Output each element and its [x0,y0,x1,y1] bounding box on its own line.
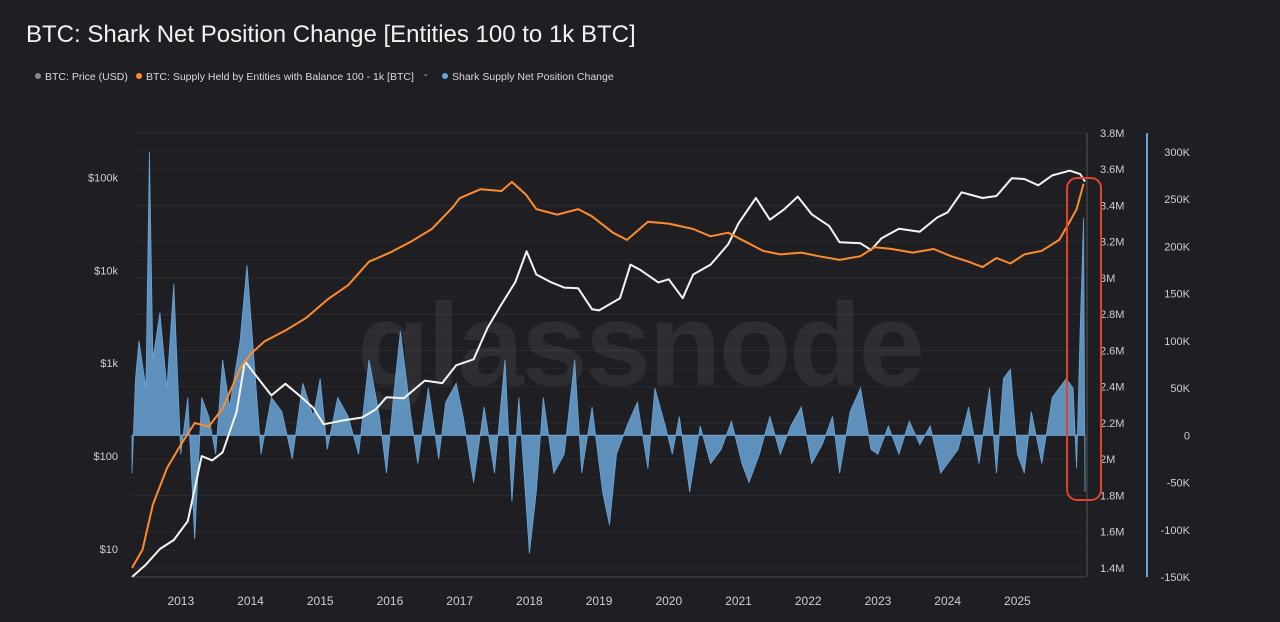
x-axis-tick-label: 2025 [1004,594,1031,608]
supply-axis-tick-label: 3.2M [1100,237,1124,249]
x-axis-tick-label: 2013 [167,594,194,608]
supply-axis-tick-label: 1.6M [1100,527,1124,539]
price-axis-tick-label: $100k [88,172,118,184]
supply-axis-tick-label: 2M [1100,454,1115,466]
price-axis-tick-label: $10k [94,265,118,277]
net-position-area [131,151,1086,554]
annotation-layer [1066,177,1102,501]
supply-axis-tick-label: 3M [1100,273,1115,285]
x-axis-tick-label: 2017 [446,594,473,608]
change-axis-tick-label: 250K [1164,194,1190,206]
supply-axis-tick-label: 2.4M [1100,382,1124,394]
supply-line [131,180,1085,569]
change-axis-tick-label: 0 [1184,430,1190,442]
x-axis-tick-label: 2020 [655,594,682,608]
supply-axis-tick-label: 1.8M [1100,490,1124,502]
watermark: glassnode [357,279,923,411]
x-axis-tick-label: 2022 [795,594,822,608]
net-position-change-area [131,151,1086,554]
legend-label-supply: BTC: Supply Held by Entities with Balanc… [146,71,414,83]
price-axis-tick-label: $10 [100,544,118,556]
series-lines [131,169,1086,578]
change-axis-tick-label: 100K [1164,336,1190,348]
x-axis-tick-label: 2018 [516,594,543,608]
legend-label-price: BTC: Price (USD) [45,71,128,83]
x-axis-tick-label: 2023 [865,594,892,608]
legend-swatch-supply [136,73,142,79]
x-axis-tick-label: 2015 [307,594,334,608]
price-axis-tick-label: $100 [94,451,118,463]
change-axis-tick-label: -150K [1161,572,1191,584]
supply-axis-tick-label: 3.4M [1100,200,1124,212]
legend-label-change: Shark Supply Net Position Change [452,71,614,83]
supply-axis-tick-label: 3.6M [1100,164,1124,176]
supply-axis-tick-label: 2.2M [1100,418,1124,430]
supply-axis-tick-label: 2.6M [1100,345,1124,357]
change-axis-tick-label: -50K [1167,478,1191,490]
x-axis-tick-label: 2019 [586,594,613,608]
price-line [131,169,1086,578]
change-axis-tick-label: 300K [1164,147,1190,159]
x-axis-tick-label: 2021 [725,594,752,608]
legend-swatch-change [442,73,448,79]
x-axis-tick-label: 2024 [934,594,961,608]
x-axis-tick-label: 2014 [237,594,264,608]
change-axis-tick-label: 50K [1170,383,1190,395]
x-axis-tick-label: 2016 [377,594,404,608]
change-axis-tick-label: 150K [1164,289,1190,301]
legend: BTC: Price (USD) BTC: Supply Held by Ent… [35,69,614,83]
supply-axis-tick-label: 3.8M [1100,128,1124,140]
supply-axis-tick-label: 1.4M [1100,563,1124,575]
axes: $10 $100 $1k $10k $100k 1.4M 1.6M 1.8M 2M 2.2M 2.4… [88,128,1191,608]
price-axis-tick-label: $1k [100,358,118,370]
supply-axis-tick-label: 2.8M [1100,309,1124,321]
chart-title: BTC: Shark Net Position Change [Entities… [26,21,636,48]
highlight-box [1066,177,1102,501]
change-axis-tick-label: 200K [1164,241,1190,253]
legend-swatch-price [35,73,41,79]
legend-separator: - [424,69,428,81]
change-axis-tick-label: -100K [1161,525,1191,537]
